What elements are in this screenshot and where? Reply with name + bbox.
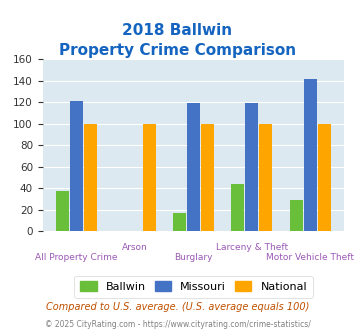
Bar: [318, 124, 331, 231]
Bar: [231, 184, 244, 231]
Text: Compared to U.S. average. (U.S. average equals 100): Compared to U.S. average. (U.S. average …: [46, 302, 309, 312]
Bar: [70, 101, 83, 231]
Text: Burglary: Burglary: [174, 253, 213, 262]
Text: Larceny & Theft: Larceny & Theft: [216, 243, 288, 252]
Text: All Property Crime: All Property Crime: [36, 253, 118, 262]
Text: 2018 Ballwin: 2018 Ballwin: [122, 23, 233, 38]
Bar: [187, 103, 200, 231]
Text: © 2025 CityRating.com - https://www.cityrating.com/crime-statistics/: © 2025 CityRating.com - https://www.city…: [45, 320, 310, 329]
Bar: [245, 103, 258, 231]
Bar: [260, 124, 272, 231]
Text: Motor Vehicle Theft: Motor Vehicle Theft: [266, 253, 354, 262]
Legend: Ballwin, Missouri, National: Ballwin, Missouri, National: [75, 276, 312, 298]
Bar: [290, 200, 302, 231]
Bar: [304, 79, 317, 231]
Bar: [143, 124, 155, 231]
Bar: [84, 124, 97, 231]
Bar: [201, 124, 214, 231]
Bar: [173, 213, 186, 231]
Text: Arson: Arson: [122, 243, 148, 252]
Bar: [56, 191, 69, 231]
Text: Property Crime Comparison: Property Crime Comparison: [59, 43, 296, 58]
